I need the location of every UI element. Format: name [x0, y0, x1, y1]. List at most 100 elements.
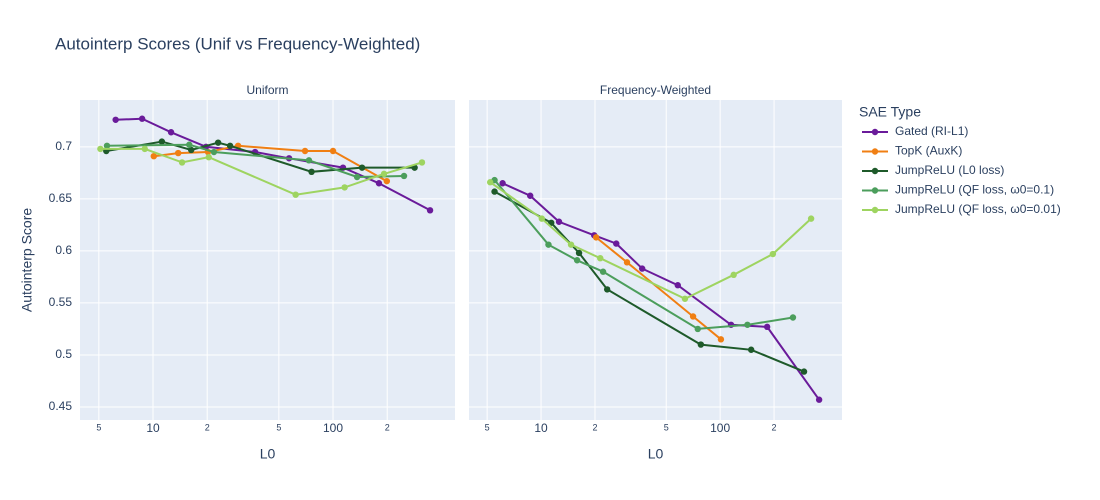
x-tick-label: 5 [485, 422, 490, 432]
subplot-title: Uniform [246, 83, 288, 97]
data-point [744, 321, 751, 328]
data-point [555, 218, 563, 225]
y-tick-label: 0.65 [49, 191, 73, 205]
data-point [694, 325, 701, 333]
y-tick-label: 0.55 [49, 295, 73, 309]
data-point [400, 172, 408, 180]
data-point [205, 154, 212, 161]
data-point [689, 313, 697, 320]
x-tick-label: 100 [323, 421, 343, 435]
data-point [426, 207, 434, 214]
subplot-title: Frequency-Weighted [600, 83, 711, 97]
legend-swatch-dot [871, 148, 879, 155]
legend-label: TopK (AuxK) [895, 144, 962, 158]
legend-label: JumpReLU (QF loss, ω0=0.01) [895, 202, 1061, 216]
data-point [681, 295, 689, 302]
data-point [308, 168, 315, 176]
data-point [613, 240, 620, 247]
data-point [800, 368, 808, 375]
x-tick-label: 5 [664, 422, 669, 432]
x-tick-label: 2 [592, 422, 597, 432]
data-point [174, 149, 182, 157]
y-tick-label: 0.7 [55, 139, 72, 153]
data-point [341, 184, 348, 191]
x-tick-label: 2 [772, 422, 777, 432]
data-point [158, 138, 166, 145]
legend-swatch-dot [871, 187, 879, 194]
data-point [301, 147, 309, 155]
data-point [527, 192, 534, 199]
legend-label: JumpReLU (L0 loss) [895, 163, 1004, 177]
data-point [815, 396, 823, 403]
figure-title: Autointerp Scores (Unif vs Frequency-Wei… [55, 34, 420, 53]
data-point [789, 314, 797, 321]
data-point [97, 145, 104, 153]
x-tick-label: 5 [96, 422, 101, 432]
data-point [226, 142, 234, 149]
data-point [538, 215, 546, 222]
data-point [103, 142, 111, 149]
data-point [353, 173, 361, 181]
y-tick-label: 0.6 [55, 243, 72, 257]
y-tick-label: 0.5 [55, 347, 72, 361]
data-point [214, 139, 222, 146]
data-point [292, 191, 299, 198]
data-point [141, 145, 148, 153]
x-axis-title: L0 [648, 446, 664, 462]
legend-label: JumpReLU (QF loss, ω0=0.1) [895, 183, 1054, 197]
data-point [769, 250, 777, 258]
y-axis-title: Autointerp Score [19, 208, 35, 312]
series-line [106, 140, 415, 173]
data-point [674, 282, 681, 289]
data-point [597, 254, 604, 262]
data-point [603, 286, 611, 293]
data-point [717, 336, 725, 343]
data-point [186, 141, 193, 148]
data-point [486, 179, 494, 186]
series-line [100, 147, 423, 196]
data-point [491, 188, 498, 195]
x-tick-label: 2 [205, 422, 210, 432]
data-point [418, 159, 426, 166]
data-point [138, 115, 146, 122]
data-point [112, 116, 119, 123]
legend-title: SAE Type [859, 104, 921, 120]
data-point [305, 157, 313, 164]
data-point [178, 159, 186, 166]
data-point [499, 180, 506, 187]
data-point [150, 152, 157, 160]
data-point [567, 241, 575, 248]
legend-label: Gated (RI-L1) [895, 124, 968, 138]
legend-swatch-dot [871, 167, 879, 175]
data-point [763, 323, 771, 331]
x-axis-title: L0 [260, 446, 276, 462]
data-point [573, 257, 581, 264]
data-point [599, 268, 607, 275]
data-point [592, 234, 600, 241]
data-point [210, 148, 218, 156]
series-line [489, 181, 812, 300]
data-point [545, 241, 552, 248]
x-tick-label: 10 [534, 421, 548, 435]
data-point [575, 249, 583, 257]
data-point [167, 129, 175, 136]
data-point [807, 215, 815, 222]
data-point [697, 341, 705, 348]
data-point [375, 180, 383, 187]
data-point [383, 177, 391, 185]
data-point [638, 265, 646, 272]
legend-swatch-dot [871, 206, 879, 214]
data-point [188, 146, 195, 154]
data-point [329, 147, 337, 155]
plot-background [469, 100, 842, 420]
data-point [358, 164, 366, 171]
x-tick-label: 10 [146, 421, 160, 435]
series-line [106, 143, 405, 179]
x-tick-label: 5 [276, 422, 281, 432]
data-point [730, 271, 737, 279]
x-tick-label: 2 [385, 422, 390, 432]
data-point [380, 170, 388, 178]
data-point [747, 346, 755, 353]
